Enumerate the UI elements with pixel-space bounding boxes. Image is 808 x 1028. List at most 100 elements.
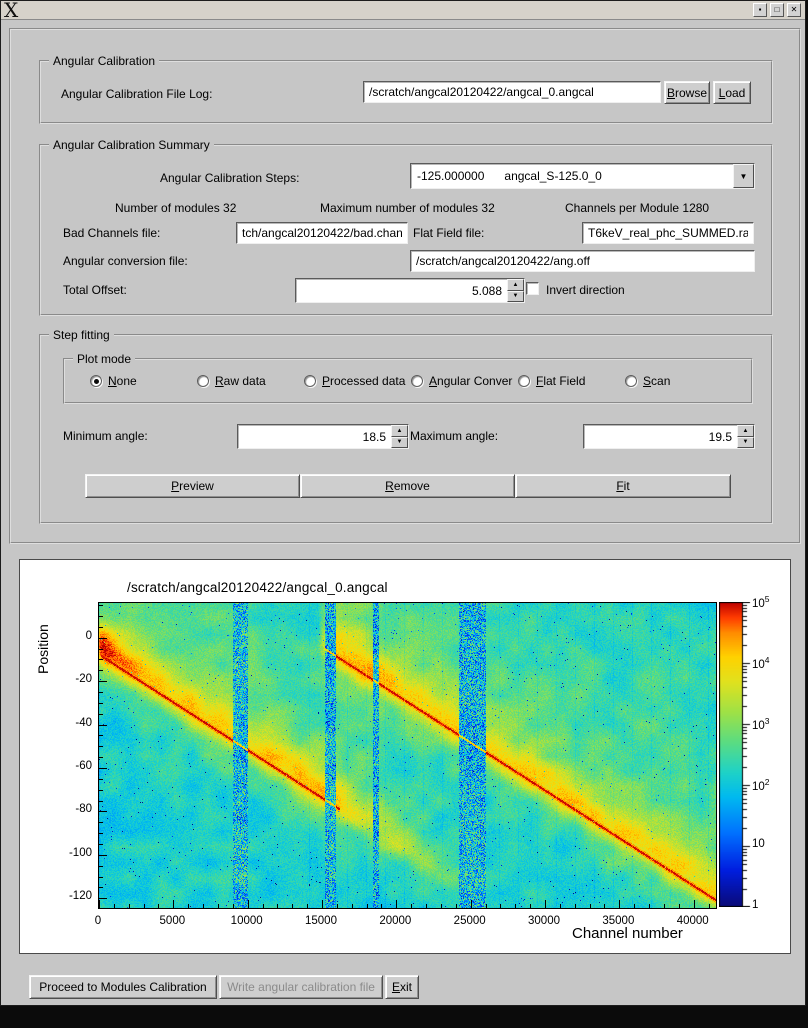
radio-label: Processed data [322,374,406,388]
maximize-button[interactable]: □ [770,3,784,17]
controls-panel: Angular Calibration Angular Calibration … [9,28,801,544]
y-tick-label: -80 [75,803,92,816]
radio-plot-mode-processed-data[interactable]: Processed data [304,374,405,388]
x-tick-label: 35000 [602,915,635,927]
write-angular-calibration-file-button[interactable]: Write angular calibration file [219,975,383,999]
y-tick-label: -40 [75,716,92,729]
bad-channels-label: Bad Channels file: [63,226,161,240]
colorbar-tick-label: 10 [752,838,765,850]
y-tick-label: -60 [75,759,92,772]
close-button[interactable]: ✕ [787,3,801,17]
exit-button[interactable]: Exit [385,975,419,999]
minimum-angle-spinbox[interactable]: 18.5 ▲ ▼ [237,424,409,449]
group-title: Plot mode [73,352,136,366]
radio-button-icon[interactable] [304,375,316,387]
radio-plot-mode-none[interactable]: None [90,374,137,388]
y-tick-label: -100 [68,846,92,859]
group-title: Step fitting [49,328,114,342]
x-tick-label: 5000 [159,915,186,927]
browse-button[interactable]: Browse [664,81,710,104]
total-offset-label: Total Offset: [63,283,127,297]
plot-area: /scratch/angcal20120422/angcal_0.angcal … [19,559,791,954]
spinbox-value: 18.5 [362,429,386,444]
preview-button[interactable]: Preview [85,474,300,498]
colorbar-canvas [719,602,751,907]
radio-plot-mode-flat-field[interactable]: Flat Field [518,374,585,388]
file-log-input[interactable] [363,81,661,103]
chevron-down-icon[interactable]: ▼ [733,164,754,188]
file-log-label: Angular Calibration File Log: [61,87,213,101]
colorbar-tick-label: 1 [752,899,759,911]
fit-button[interactable]: Fit [515,474,731,498]
spin-up-icon[interactable]: ▲ [507,279,524,291]
load-button[interactable]: Load [713,81,751,104]
x-tick-label: 25000 [453,915,486,927]
close-icon: ✕ [790,5,798,14]
channels-per-module-text: Channels per Module 1280 [565,201,710,215]
radio-button-icon[interactable] [90,375,102,387]
radio-button-icon[interactable] [518,375,530,387]
radio-label: Angular Conver [429,374,513,388]
minimize-button[interactable]: ▪ [753,3,767,17]
y-tick-label: -120 [68,890,92,903]
x-tick-label: 30000 [528,915,560,927]
minimize-icon: ▪ [758,5,762,14]
angular-conversion-input[interactable] [410,250,755,272]
angular-calibration-group: Angular Calibration Angular Calibration … [39,54,773,124]
spin-down-icon[interactable]: ▼ [391,436,408,448]
spin-up-icon[interactable]: ▲ [391,425,408,437]
colorbar-tick-label: 104 [752,655,770,671]
y-tick-label: 0 [85,629,92,642]
x-tick-label: 15000 [305,915,337,927]
spin-down-icon[interactable]: ▼ [507,290,524,302]
radio-button-icon[interactable] [625,375,637,387]
colorbar-tick-label: 105 [752,594,770,610]
radio-label: Raw data [215,374,266,388]
bad-channels-input[interactable] [236,222,408,244]
radio-label: None [108,374,137,388]
x-axis-title: Channel number [572,925,683,942]
invert-direction-label: Invert direction [546,283,625,297]
invert-direction-checkbox[interactable] [526,282,539,295]
maximum-angle-spinbox[interactable]: 19.5 ▲ ▼ [583,424,755,449]
radio-selected-dot [93,378,99,384]
spinbox-value: 19.5 [708,429,732,444]
calibration-steps-combobox[interactable]: -125.000000 angcal_S-125.0_0 ▼ [410,163,755,189]
number-of-modules-text: Number of modules 32 [115,201,237,215]
radio-button-icon[interactable] [411,375,423,387]
step-fitting-group: Step fitting Plot mode None Raw data Proce… [39,328,773,524]
radio-plot-mode-raw-data[interactable]: Raw data [197,374,266,388]
remove-button[interactable]: Remove [300,474,515,498]
radio-label: Flat Field [536,374,586,388]
total-offset-spinbox[interactable]: 5.088 ▲ ▼ [295,278,525,303]
app-window: X ▪ □ ✕ Angular Calibration Angular Cali… [0,0,806,1006]
colorbar-tick-label: 102 [752,777,770,793]
group-title: Angular Calibration Summary [49,138,214,152]
plot-title: /scratch/angcal20120422/angcal_0.angcal [127,580,388,595]
spin-down-icon[interactable]: ▼ [737,436,754,448]
maximize-icon: □ [774,5,780,14]
steps-label: Angular Calibration Steps: [160,171,300,185]
y-tick-label: -20 [75,673,92,686]
maximum-angle-label: Maximum angle: [410,429,499,443]
y-axis-title: Position [35,624,51,674]
group-title: Angular Calibration [49,54,160,68]
angular-conversion-label: Angular conversion file: [63,254,188,268]
x11-logo-icon: X [4,0,19,22]
proceed-to-modules-calibration-button[interactable]: Proceed to Modules Calibration [29,975,217,999]
minimum-angle-label: Minimum angle: [63,429,148,443]
x-tick-label: 10000 [230,915,263,927]
heatmap-canvas [98,602,717,909]
titlebar[interactable]: X ▪ □ ✕ [1,0,805,22]
angular-calibration-summary-group: Angular Calibration Summary Angular Cali… [39,138,773,316]
spinbox-value: 5.088 [471,283,502,298]
radio-button-icon[interactable] [197,375,209,387]
radio-label: Scan [643,374,671,388]
radio-plot-mode-angular-conver[interactable]: Angular Conver [411,374,512,388]
flat-field-input[interactable] [582,222,754,244]
colorbar-tick-label: 103 [752,716,770,732]
x-tick-label: 40000 [676,915,709,927]
radio-plot-mode-scan[interactable]: Scan [625,374,670,388]
spin-up-icon[interactable]: ▲ [737,425,754,437]
plot-mode-group: Plot mode None Raw data Processed data Angu… [63,352,753,404]
